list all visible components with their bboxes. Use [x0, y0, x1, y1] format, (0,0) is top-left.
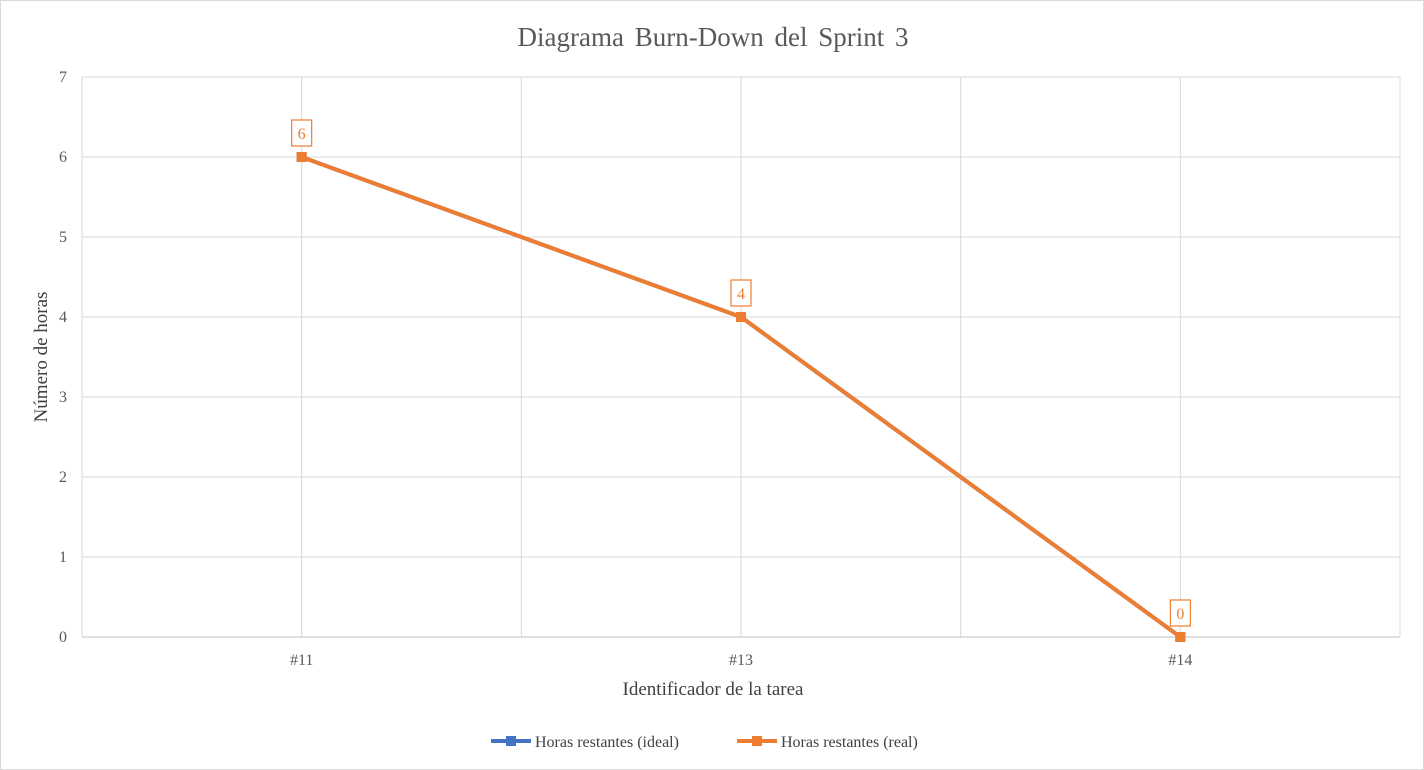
- chart-title: Diagrama Burn-Down del Sprint 3: [518, 22, 909, 52]
- data-label-box: [1169, 599, 1191, 627]
- grid-lines: [81, 76, 1401, 638]
- y-tick-label: 6: [59, 149, 67, 166]
- data-point: [296, 152, 307, 162]
- x-tick-label: #13: [729, 652, 753, 669]
- legend: Horas restantes (ideal) Horas restantes (…: [491, 734, 918, 751]
- y-tick-label: 1: [59, 549, 67, 566]
- y-axis-label: Número de horas: [31, 292, 52, 423]
- data-label: 4: [737, 286, 745, 303]
- data-label: 0: [1176, 606, 1184, 623]
- legend-entry: Horas restantes (ideal): [535, 734, 679, 751]
- legend-entry: Horas restantes (real): [781, 734, 918, 751]
- y-tick-label: 3: [59, 389, 67, 406]
- x-tick-label: #11: [290, 652, 313, 669]
- data-label-box: [291, 119, 313, 147]
- x-tick-label: #14: [1168, 652, 1192, 669]
- x-axis-label: Identificador de la tarea: [623, 679, 804, 700]
- x-axis-ticks: #11 #13 #14: [290, 652, 1192, 669]
- data-labels: 6 4 0: [291, 119, 1191, 627]
- data-point: [1175, 632, 1186, 642]
- y-axis-ticks: 0 1 2 3 4 5 6 7: [59, 69, 67, 646]
- data-point: [736, 312, 746, 322]
- legend-marker: [752, 736, 762, 746]
- data-label: 6: [298, 126, 306, 143]
- y-tick-label: 4: [59, 309, 67, 326]
- y-tick-label: 2: [59, 469, 67, 486]
- y-tick-label: 7: [59, 69, 67, 86]
- data-label-box: [730, 279, 752, 307]
- series-lines: [296, 152, 1186, 642]
- y-tick-label: 0: [59, 629, 67, 646]
- legend-marker: [506, 736, 516, 746]
- y-tick-label: 5: [59, 229, 67, 246]
